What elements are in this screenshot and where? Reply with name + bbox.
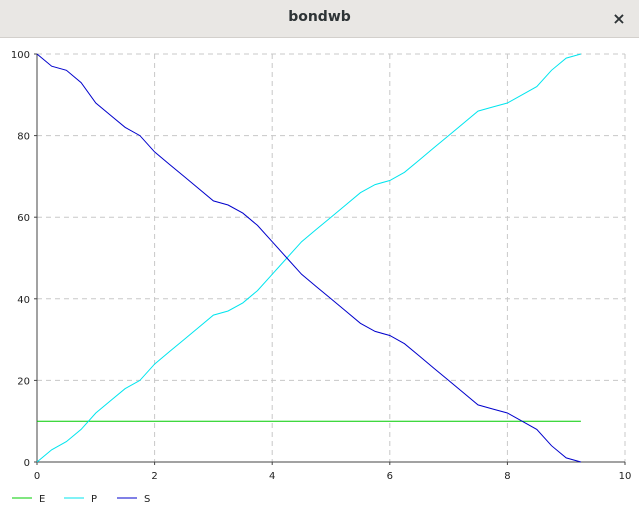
- axes: [34, 53, 626, 465]
- x-tick-label: 2: [151, 471, 157, 482]
- x-tick-label: 8: [504, 471, 510, 482]
- legend-label-E: E: [39, 494, 45, 505]
- y-tick-label: 60: [17, 213, 30, 224]
- close-button[interactable]: ×: [607, 7, 631, 31]
- title-bar[interactable]: bondwb ×: [0, 0, 639, 38]
- x-tick-label: 4: [269, 471, 275, 482]
- window-title: bondwb: [288, 9, 351, 25]
- x-tick-label: 0: [34, 471, 40, 482]
- series-line-S: [36, 53, 582, 463]
- y-tick-label: 20: [17, 376, 30, 387]
- y-tick-label: 40: [17, 295, 30, 306]
- close-icon: ×: [612, 9, 626, 28]
- x-tick-label: 10: [619, 471, 632, 482]
- y-tick-label: 80: [17, 132, 30, 143]
- grid: [37, 53, 626, 462]
- plot-background: [37, 54, 625, 462]
- y-tick-label: 0: [24, 458, 30, 469]
- series-lines: [36, 53, 582, 463]
- series-line-P: [36, 53, 582, 463]
- x-tick-label: 6: [387, 471, 393, 482]
- legend-label-P: P: [91, 494, 97, 505]
- legend-label-S: S: [144, 494, 150, 505]
- y-tick-label: 100: [11, 50, 30, 61]
